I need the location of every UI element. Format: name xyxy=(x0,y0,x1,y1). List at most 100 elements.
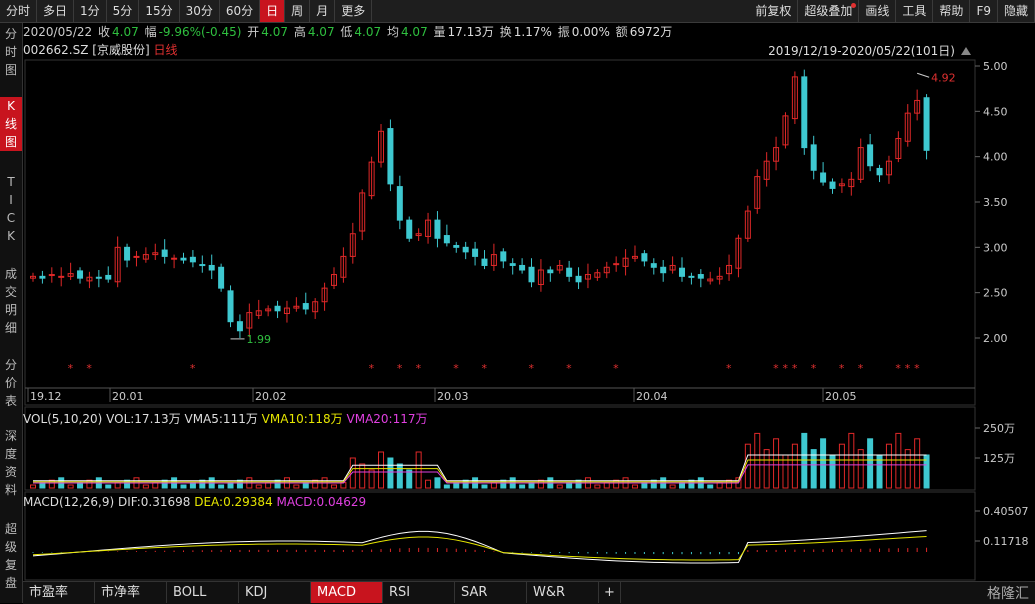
candle-body xyxy=(613,263,620,266)
candle-body xyxy=(114,246,121,283)
candle-body xyxy=(142,254,149,260)
tab-2[interactable]: BOLL xyxy=(167,582,239,603)
candle-body xyxy=(575,275,582,283)
event-star: * xyxy=(858,362,864,375)
candle-body xyxy=(820,172,827,183)
low-label: 低 xyxy=(340,25,353,39)
toolbar-btn-8[interactable]: 周 xyxy=(285,0,311,22)
vol-bar xyxy=(58,477,65,489)
toolbar-right-btn-5[interactable]: F9 xyxy=(970,0,998,22)
toolbar-btn-5[interactable]: 30分 xyxy=(180,0,220,22)
vol-bar xyxy=(189,482,196,489)
candle-body xyxy=(754,176,761,209)
tab-5[interactable]: RSI xyxy=(383,582,455,603)
vol-bar xyxy=(124,479,131,489)
vol-bar xyxy=(425,479,432,489)
candle-body xyxy=(857,147,864,180)
vol-panel-header: VOL(5,10,20) VOL:17.13万 VMA5:111万 VMA10:… xyxy=(23,410,428,427)
toolbar-btn-10[interactable]: 更多 xyxy=(335,0,373,22)
sidebar-item-6[interactable]: 超级复盘 xyxy=(4,522,17,590)
tab-3[interactable]: KDJ xyxy=(239,582,311,603)
vol-bar xyxy=(227,482,234,489)
toolbar-right-btn-2[interactable]: 画线 xyxy=(859,0,897,22)
avg-label: 均 xyxy=(386,25,399,39)
toolbar-btn-4[interactable]: 15分 xyxy=(139,0,180,22)
event-star: * xyxy=(811,362,817,375)
vol-bar xyxy=(885,443,892,489)
sidebar-item-3[interactable]: 成交明细 xyxy=(4,267,17,335)
vol-bar xyxy=(152,482,159,489)
candle-body xyxy=(255,310,262,316)
toolbar-btn-2[interactable]: 1分 xyxy=(74,0,107,22)
toolbar-right-btn-1[interactable]: 超级叠加 xyxy=(798,0,860,22)
vol-bar xyxy=(283,477,290,489)
event-star: * xyxy=(566,362,572,375)
vol-bar xyxy=(490,482,497,489)
date-range[interactable]: 2019/12/19-2020/05/22(101日) xyxy=(768,42,971,59)
candle-body xyxy=(425,219,432,237)
vol-bar xyxy=(763,449,770,489)
toolbar-btn-6[interactable]: 60分 xyxy=(220,0,261,22)
candle-body xyxy=(274,305,281,312)
toolbar-right-btn-0[interactable]: 前复权 xyxy=(749,0,799,22)
toolbar-btn-9[interactable]: 月 xyxy=(310,0,336,22)
vol-bar xyxy=(95,477,102,489)
vol-bar xyxy=(312,479,319,489)
vol-bar xyxy=(914,438,921,489)
toolbar-right-btn-4[interactable]: 帮助 xyxy=(933,0,971,22)
vol-bar xyxy=(142,484,149,489)
sidebar-item-0[interactable]: 分时图 xyxy=(4,27,17,77)
candle-body xyxy=(472,248,479,257)
vol-tick-label: 250万 xyxy=(983,422,1015,435)
macd-title: MACD(12,26,9) xyxy=(23,495,115,509)
candle-body xyxy=(246,312,253,329)
vol-bar xyxy=(735,477,742,489)
toolbar-btn-7[interactable]: 日 xyxy=(260,0,286,22)
vol-bar xyxy=(566,482,573,489)
tab-0[interactable]: 市盈率 xyxy=(23,582,95,603)
candle-body xyxy=(302,303,309,310)
candle-body xyxy=(227,290,234,323)
event-star: * xyxy=(792,362,798,375)
vol-bar xyxy=(838,443,845,489)
sidebar-item-5[interactable]: 深度资料 xyxy=(4,429,17,497)
toolbar-right-btn-3[interactable]: 工具 xyxy=(896,0,934,22)
candle-body xyxy=(481,258,488,266)
candle-body xyxy=(716,275,723,280)
macd-value: MACD:0.04629 xyxy=(276,495,367,509)
vol-bar xyxy=(472,477,479,489)
candle-body xyxy=(641,253,648,262)
tab-4[interactable]: MACD xyxy=(311,582,383,603)
toolbar-btn-1[interactable]: 多日 xyxy=(37,0,75,22)
candle-body xyxy=(603,266,610,274)
toolbar-btn-3[interactable]: 5分 xyxy=(107,0,140,22)
x-tick-label: 20.05 xyxy=(825,390,857,403)
vol-bar xyxy=(669,484,676,489)
sidebar-item-4[interactable]: 分价表 xyxy=(4,358,17,408)
x-tick-label: 20.04 xyxy=(636,390,668,403)
x-tick-label: 19.12 xyxy=(30,390,62,403)
toolbar-btn-0[interactable]: 分时 xyxy=(0,0,38,22)
vol-bar xyxy=(349,457,356,489)
candle-body xyxy=(650,263,657,268)
x-tick-label: 20.02 xyxy=(255,390,287,403)
candle-body xyxy=(199,264,206,267)
candle-body xyxy=(443,235,450,244)
collapse-arrow-icon[interactable] xyxy=(961,47,971,55)
tab-7[interactable]: W&R xyxy=(527,582,599,603)
vol-bar xyxy=(697,477,704,489)
macd-tick-label: 0.40507 xyxy=(983,505,1029,518)
tab-1[interactable]: 市净率 xyxy=(95,582,167,603)
toolbar-right-btn-6[interactable]: 隐藏 xyxy=(998,0,1035,22)
vol-bar xyxy=(707,484,714,489)
add-tab-button[interactable]: + xyxy=(599,582,621,603)
vol-bar xyxy=(39,482,46,489)
candle-body xyxy=(321,287,328,303)
tab-6[interactable]: SAR xyxy=(455,582,527,603)
vol-bar xyxy=(67,484,74,489)
candle-body xyxy=(368,161,375,197)
candle-body xyxy=(236,321,243,332)
